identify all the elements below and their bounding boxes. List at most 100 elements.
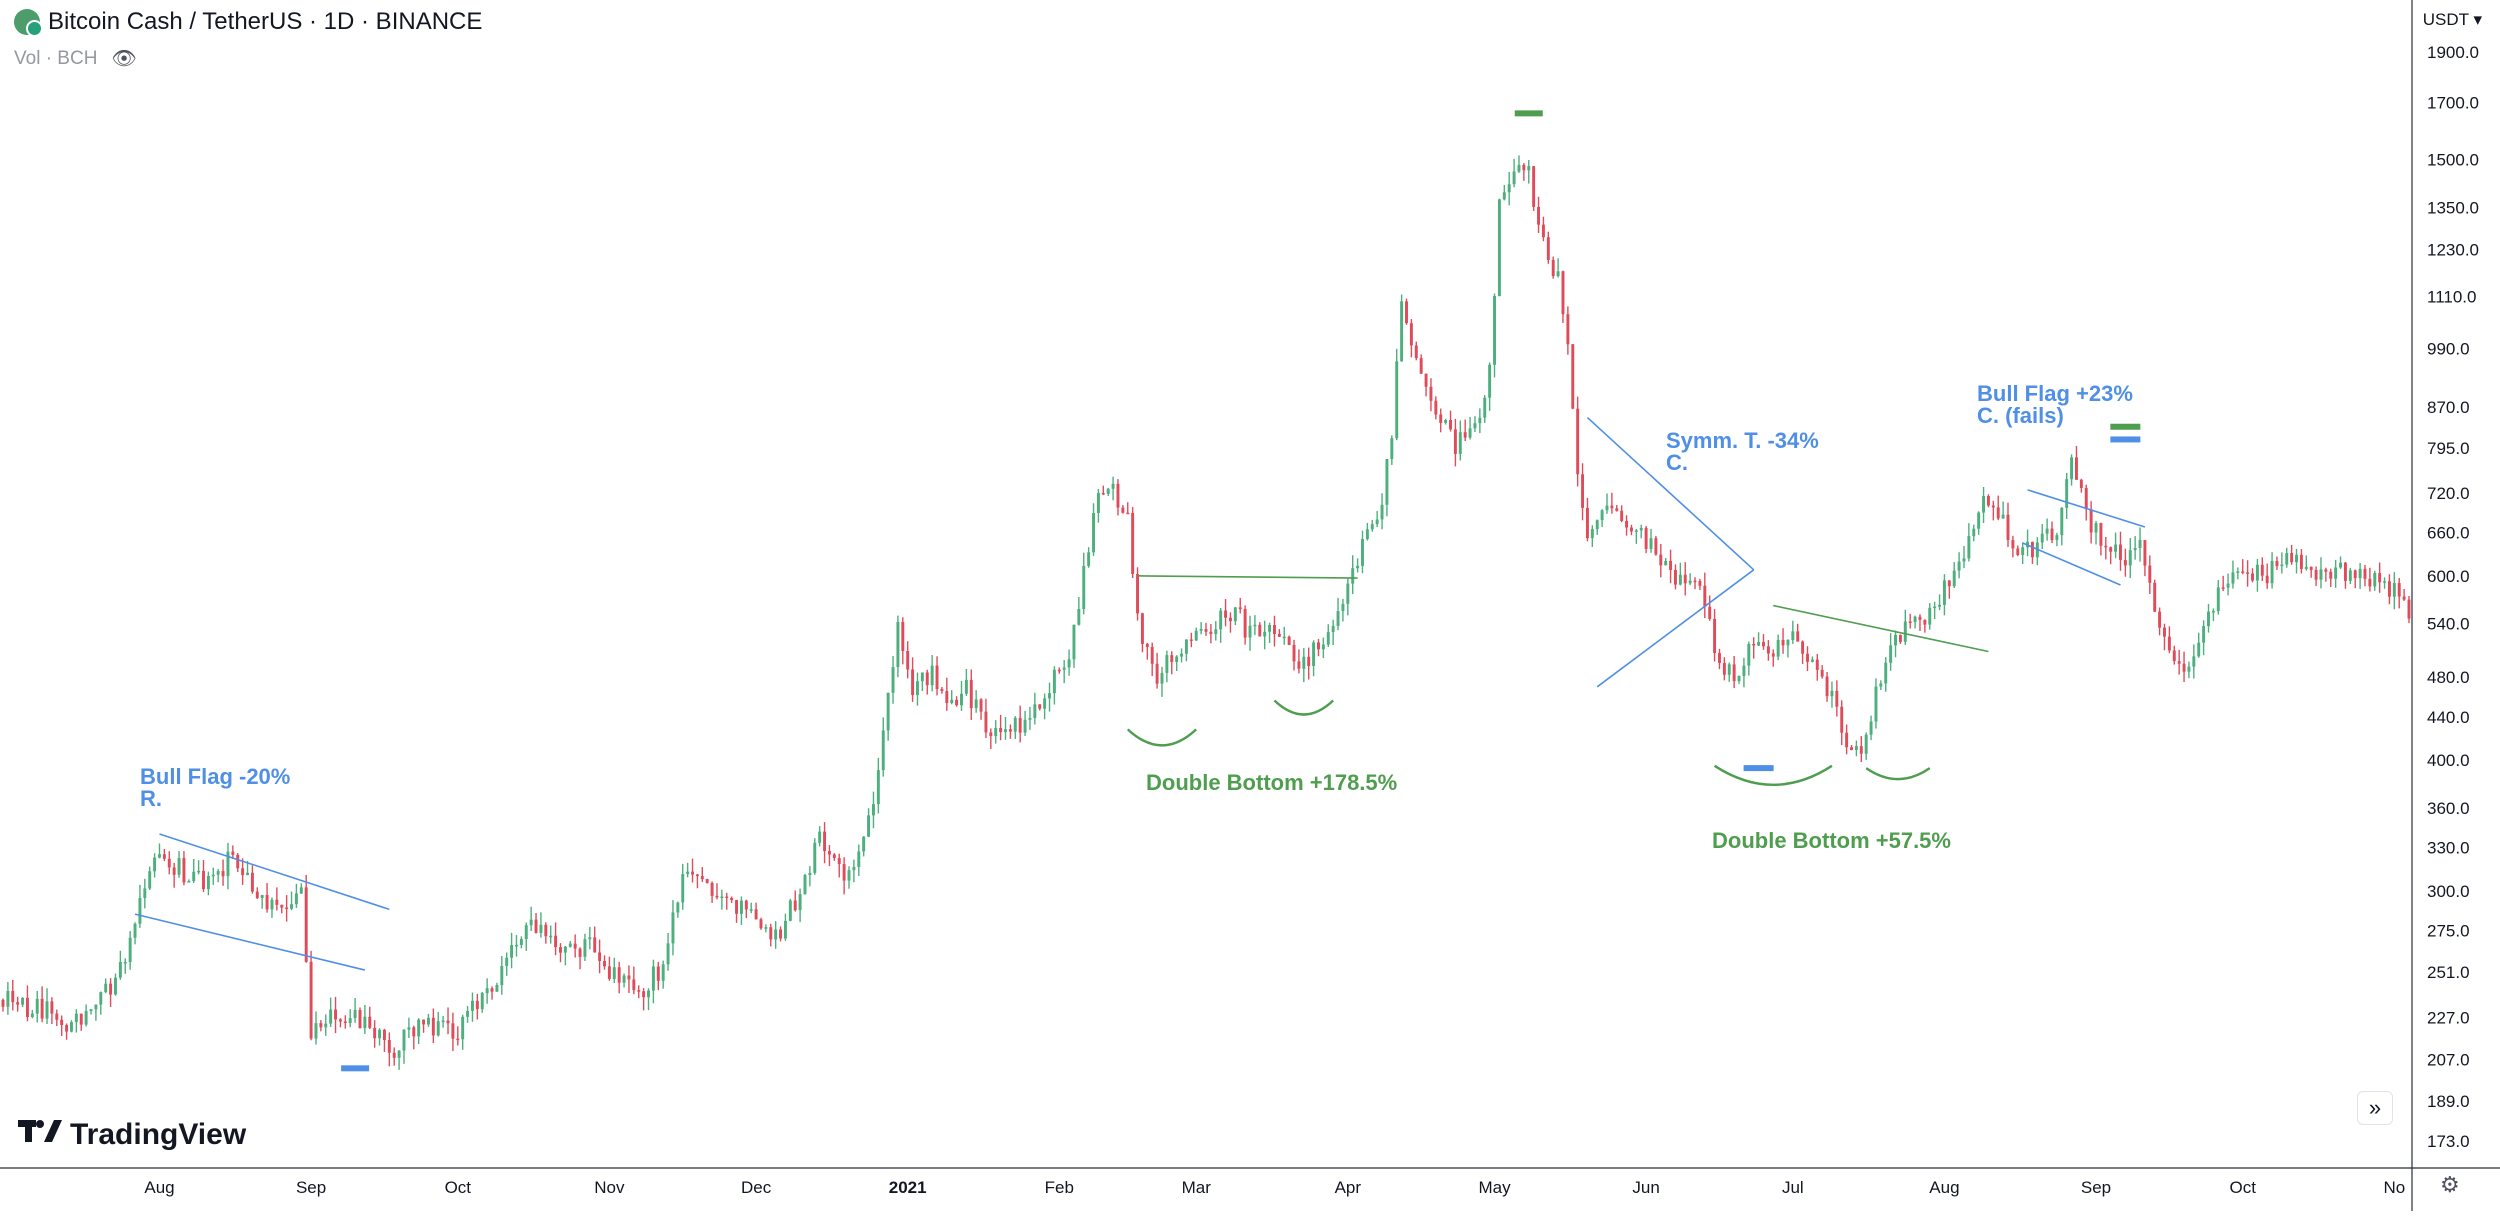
price-tick-label: 251.0 — [2427, 963, 2470, 982]
chevron-down-icon: ▾ — [2473, 10, 2482, 29]
time-tick-label: Aug — [144, 1178, 174, 1197]
price-tick-label: 400.0 — [2427, 751, 2470, 770]
candle-body — [2392, 583, 2396, 597]
candle-body — [945, 691, 949, 703]
candle-body — [1326, 632, 1330, 645]
candle-body — [568, 943, 572, 947]
candle-body — [1380, 504, 1384, 520]
candle-body — [2309, 566, 2313, 570]
candle-body — [1620, 510, 1624, 521]
candle-body — [2006, 514, 2010, 541]
candle-body — [35, 998, 39, 1014]
candle-body — [2211, 611, 2215, 613]
candle-body — [916, 681, 919, 696]
bottom1-arc-a — [1126, 728, 1198, 747]
candle-body — [617, 967, 621, 983]
candle-body — [989, 732, 993, 737]
candle-body — [612, 967, 616, 979]
candle-body — [1116, 483, 1120, 508]
candle-body — [451, 1023, 455, 1039]
candle-body — [1566, 314, 1570, 345]
candle-body — [378, 1029, 382, 1039]
candle-body — [1600, 510, 1604, 521]
candle-body — [2251, 573, 2254, 581]
flag1-upper-line — [159, 833, 390, 911]
candle-body — [466, 1010, 470, 1017]
candle-body — [1894, 634, 1897, 646]
candle-body — [387, 1040, 391, 1053]
tradingview-logo[interactable]: TradingView — [18, 1118, 246, 1152]
candle-body — [1551, 259, 1555, 277]
candle-body — [1463, 432, 1467, 438]
candle-body — [2055, 535, 2059, 541]
candle-body — [1859, 746, 1863, 754]
candle-body — [338, 1019, 342, 1022]
candle-body — [431, 1017, 435, 1036]
candle-body — [739, 900, 743, 914]
candle-body — [1874, 686, 1878, 722]
candle-body — [1204, 628, 1208, 632]
candle-body — [842, 864, 846, 881]
time-tick-label: Jun — [1632, 1178, 1659, 1197]
candle-body — [1111, 483, 1115, 489]
candle-body — [1370, 524, 1374, 530]
candle-body — [2265, 575, 2269, 584]
candle-body — [133, 923, 137, 938]
candle-body — [1850, 747, 1853, 751]
candle-body — [2197, 642, 2201, 657]
candle-body — [2153, 582, 2157, 612]
time-tick-label: Oct — [445, 1178, 472, 1197]
candle-body — [1629, 527, 1633, 532]
candle-body — [1297, 661, 1301, 669]
candle-body — [1957, 561, 1961, 571]
symbol-title[interactable]: Bitcoin Cash / TetherUS · 1D · BINANCE — [48, 8, 483, 35]
candle-body — [2280, 564, 2284, 567]
candle-body — [1346, 583, 1350, 604]
candle-body — [1507, 184, 1511, 193]
candle-body — [1292, 644, 1296, 662]
candle-body — [1659, 554, 1663, 566]
candle-body — [1165, 655, 1169, 673]
currency-selector[interactable]: USDT ▾ — [2423, 10, 2482, 30]
candle-body — [803, 875, 807, 895]
candle-body — [1678, 574, 1682, 585]
candle-body — [2353, 570, 2357, 579]
candle-body — [1473, 423, 1477, 429]
candle-body — [2275, 560, 2279, 567]
price-tick-label: 870.0 — [2427, 398, 2470, 417]
candle-body — [2172, 650, 2176, 662]
candle-body — [1302, 656, 1306, 669]
candle-body — [109, 983, 113, 995]
candle-body — [2084, 487, 2088, 510]
candle-body — [573, 943, 577, 949]
candle-body — [241, 868, 245, 876]
candle-body — [363, 1016, 367, 1029]
candle-body — [2182, 663, 2186, 672]
candle-body — [1693, 580, 1697, 583]
annotation-subtitle: R. — [140, 786, 162, 811]
candle-body — [515, 944, 518, 947]
candle-body — [1595, 520, 1599, 530]
volume-label[interactable]: Vol · BCH — [14, 47, 98, 69]
candle-body — [925, 672, 929, 686]
candle-body — [2270, 560, 2274, 584]
settings-icon[interactable]: ⚙ — [2440, 1172, 2460, 1198]
candle-body — [857, 851, 861, 867]
eye-off-icon[interactable]: 👁︎ — [111, 48, 137, 70]
candle-body — [475, 1000, 479, 1010]
price-tick-label: 1350.0 — [2427, 198, 2479, 217]
candle-body — [705, 879, 709, 883]
expand-button[interactable]: » — [2357, 1091, 2393, 1125]
candle-body — [1405, 301, 1408, 324]
candle-body — [2378, 573, 2382, 583]
candle-body — [1497, 199, 1501, 296]
candle-body — [1429, 386, 1433, 401]
candle-body — [1321, 644, 1325, 650]
candle-body — [2216, 587, 2220, 612]
candle-body — [397, 1050, 401, 1058]
candle-body — [50, 1001, 54, 1014]
candle-body — [852, 866, 856, 871]
candle-body — [1444, 420, 1448, 423]
